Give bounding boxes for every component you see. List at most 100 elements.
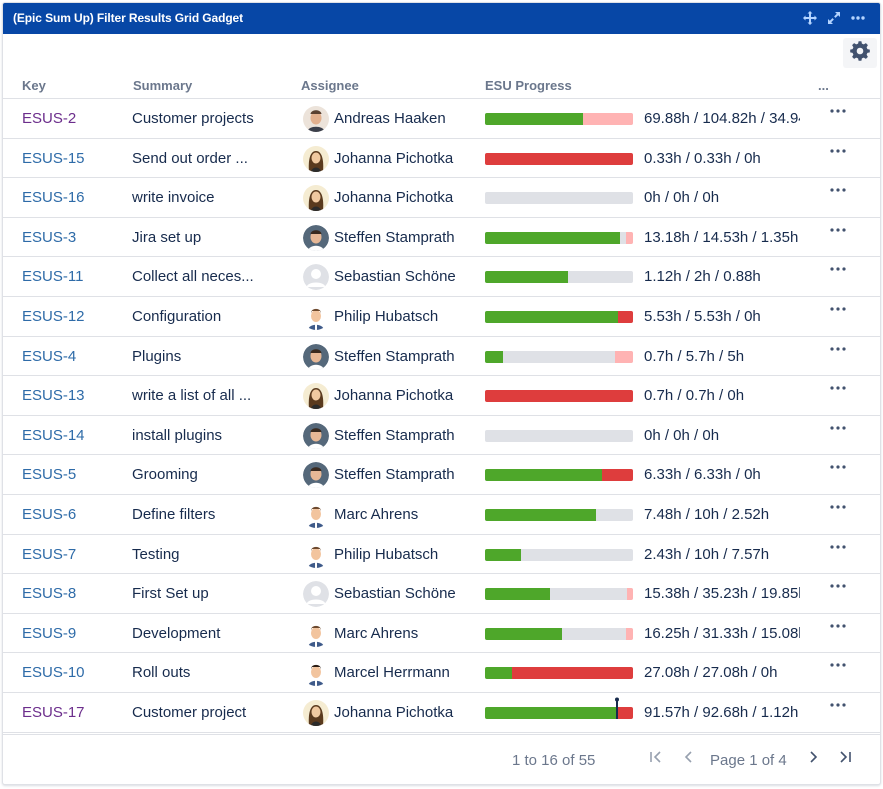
progress-remaining-segment: [485, 430, 633, 442]
row-more-icon[interactable]: [829, 539, 847, 557]
prev-page-icon[interactable]: [681, 749, 697, 769]
table-row[interactable]: ESUS-3 Jira set up Steffen Stamprath 13.18h…: [3, 218, 880, 258]
column-esu-progress[interactable]: ESU Progress: [485, 78, 572, 93]
issue-summary[interactable]: Customer project: [132, 703, 247, 721]
table-row[interactable]: ESUS-6 Define filters Marc Ahrens 7.48h / 1…: [3, 495, 880, 535]
row-more-icon[interactable]: [829, 301, 847, 319]
assignee-name: Johanna Pichotka: [334, 387, 454, 405]
last-page-icon[interactable]: [837, 749, 853, 769]
table-row[interactable]: ESUS-4 Plugins Steffen Stamprath 0.7h / 5.7…: [3, 337, 880, 377]
table-row[interactable]: ESUS-9 Development Marc Ahrens 16.25h / 31.…: [3, 614, 880, 654]
move-icon[interactable]: [802, 10, 818, 26]
row-more-icon[interactable]: [829, 341, 847, 359]
row-more-icon[interactable]: [829, 578, 847, 596]
expand-icon[interactable]: [826, 10, 842, 26]
table-row[interactable]: ESUS-16 write invoice Johanna Pichotka 0h /…: [3, 178, 880, 218]
issue-key-link[interactable]: ESUS-8: [22, 585, 77, 603]
column-key[interactable]: Key: [22, 78, 46, 93]
table-row[interactable]: ESUS-17 Customer project Johanna Pichotka 9…: [3, 693, 880, 733]
column-summary[interactable]: Summary: [133, 78, 193, 93]
row-more-icon[interactable]: [829, 420, 847, 438]
issue-key-link[interactable]: ESUS-14: [22, 426, 85, 444]
row-more-icon[interactable]: [829, 657, 847, 675]
issue-summary[interactable]: Development: [132, 624, 221, 642]
issue-summary[interactable]: Roll outs: [132, 664, 191, 682]
assignee-avatar: [303, 462, 329, 489]
esu-progress-bar: [485, 548, 633, 561]
column-more[interactable]: ...: [818, 78, 829, 93]
issue-key-link[interactable]: ESUS-11: [22, 268, 84, 286]
issue-key-link[interactable]: ESUS-16: [22, 189, 85, 207]
table-row[interactable]: ESUS-8 First Set up Sebastian Schöne 15.38h…: [3, 574, 880, 614]
issue-key-link[interactable]: ESUS-4: [22, 347, 77, 365]
row-more-icon[interactable]: [829, 222, 847, 240]
issue-key-link[interactable]: ESUS-10: [22, 664, 85, 682]
issue-key-link[interactable]: ESUS-6: [22, 505, 77, 523]
row-more-icon[interactable]: [829, 697, 847, 715]
issue-summary[interactable]: Customer projects: [132, 110, 254, 127]
more-icon[interactable]: [850, 10, 866, 26]
issue-key-link[interactable]: ESUS-12: [22, 307, 85, 325]
assignee-name: Marc Ahrens: [334, 624, 419, 642]
issue-summary[interactable]: First Set up: [132, 585, 209, 603]
table-row[interactable]: ESUS-14 install plugins Steffen Stamprath 0…: [3, 416, 880, 456]
row-more-icon[interactable]: [829, 261, 847, 279]
assignee-name: Steffen Stamprath: [334, 347, 455, 365]
table-row[interactable]: ESUS-7 Testing Philip Hubatsch 2.43h / 10h …: [3, 535, 880, 575]
issue-summary[interactable]: Plugins: [132, 347, 182, 365]
table-row[interactable]: ESUS-12 Configuration Philip Hubatsch 5.53h…: [3, 297, 880, 337]
row-more-icon[interactable]: [829, 499, 847, 517]
row-more-icon[interactable]: [829, 380, 847, 398]
row-more-icon[interactable]: [829, 182, 847, 200]
issue-summary[interactable]: Send out order ...: [132, 149, 248, 167]
esu-progress-bar: [485, 667, 633, 680]
assignee-avatar: [303, 264, 329, 291]
issue-summary[interactable]: Configuration: [132, 307, 222, 325]
table-row[interactable]: ESUS-5 Grooming Steffen Stamprath 6.33h / 6…: [3, 455, 880, 495]
issue-summary[interactable]: Collect all neces...: [132, 268, 254, 286]
issue-key-link[interactable]: ESUS-9: [22, 624, 77, 642]
first-page-icon[interactable]: [648, 749, 664, 769]
table-row[interactable]: ESUS-2 Customer projects Andreas Haaken 69.…: [3, 99, 880, 139]
progress-done-segment: [485, 588, 551, 601]
table-row[interactable]: ESUS-13 write a list of all ... Johanna Pi…: [3, 376, 880, 416]
assignee-name: Sebastian Schöne: [334, 268, 456, 286]
issue-key-link[interactable]: ESUS-3: [22, 228, 77, 246]
issue-summary[interactable]: Jira set up: [132, 228, 202, 246]
assignee-name: Philip Hubatsch: [334, 545, 439, 563]
issue-key-link[interactable]: ESUS-7: [22, 545, 77, 563]
progress-over-segment: [618, 706, 633, 719]
assignee-name: Johanna Pichotka: [334, 149, 454, 167]
issue-summary[interactable]: Testing: [132, 545, 180, 563]
esu-progress-bar: [485, 310, 633, 323]
assignee-avatar: [303, 422, 329, 449]
table-row[interactable]: ESUS-15 Send out order ... Johanna Pichotk…: [3, 139, 880, 179]
row-more-icon[interactable]: [829, 103, 847, 121]
issue-summary[interactable]: Grooming: [132, 466, 198, 484]
issue-summary[interactable]: install plugins: [132, 426, 223, 444]
row-more-icon[interactable]: [829, 618, 847, 636]
issue-key-link[interactable]: ESUS-17: [22, 703, 85, 721]
issue-key-link[interactable]: ESUS-13: [22, 387, 85, 405]
esu-progress-bar: [485, 152, 633, 165]
row-more-icon[interactable]: [829, 143, 847, 161]
assignee-name: Sebastian Schöne: [334, 585, 456, 603]
table-row[interactable]: ESUS-11 Collect all neces... Sebastian Sch…: [3, 257, 880, 297]
progress-remaining-segment: [521, 549, 633, 561]
issue-key-link[interactable]: ESUS-2: [22, 110, 77, 127]
next-page-icon[interactable]: [805, 749, 821, 769]
assignee-avatar: [303, 224, 329, 251]
issue-summary[interactable]: Define filters: [132, 505, 216, 523]
table-header: Key Summary Assignee ESU Progress ...: [3, 71, 880, 99]
column-assignee[interactable]: Assignee: [301, 78, 359, 93]
table-row[interactable]: ESUS-10 Roll outs Marcel Herrmann 27.08h / …: [3, 653, 880, 693]
page-indicator: Page 1 of 4: [710, 752, 787, 769]
settings-button[interactable]: [843, 38, 877, 68]
issue-key-link[interactable]: ESUS-5: [22, 466, 77, 484]
row-more-icon[interactable]: [829, 459, 847, 477]
esu-progress-bar: [485, 627, 633, 640]
issue-summary[interactable]: write a list of all ...: [132, 387, 252, 405]
issue-key-link[interactable]: ESUS-15: [22, 149, 85, 167]
issue-summary[interactable]: write invoice: [132, 189, 215, 207]
progress-done-segment: [485, 627, 562, 640]
